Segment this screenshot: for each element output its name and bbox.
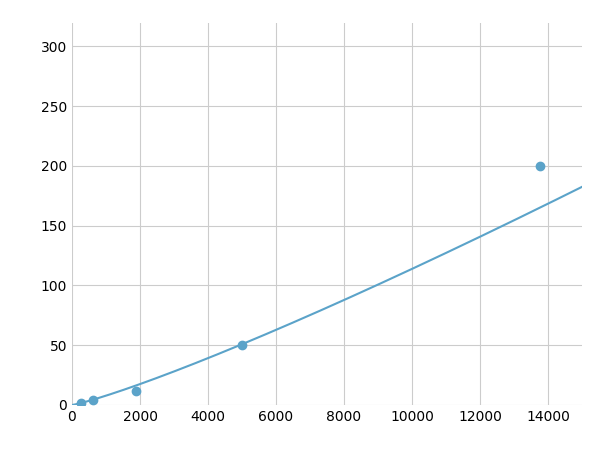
Point <box>88 396 98 404</box>
Point <box>535 162 544 170</box>
Point <box>131 387 140 394</box>
Point <box>237 342 247 349</box>
Point <box>76 399 85 406</box>
